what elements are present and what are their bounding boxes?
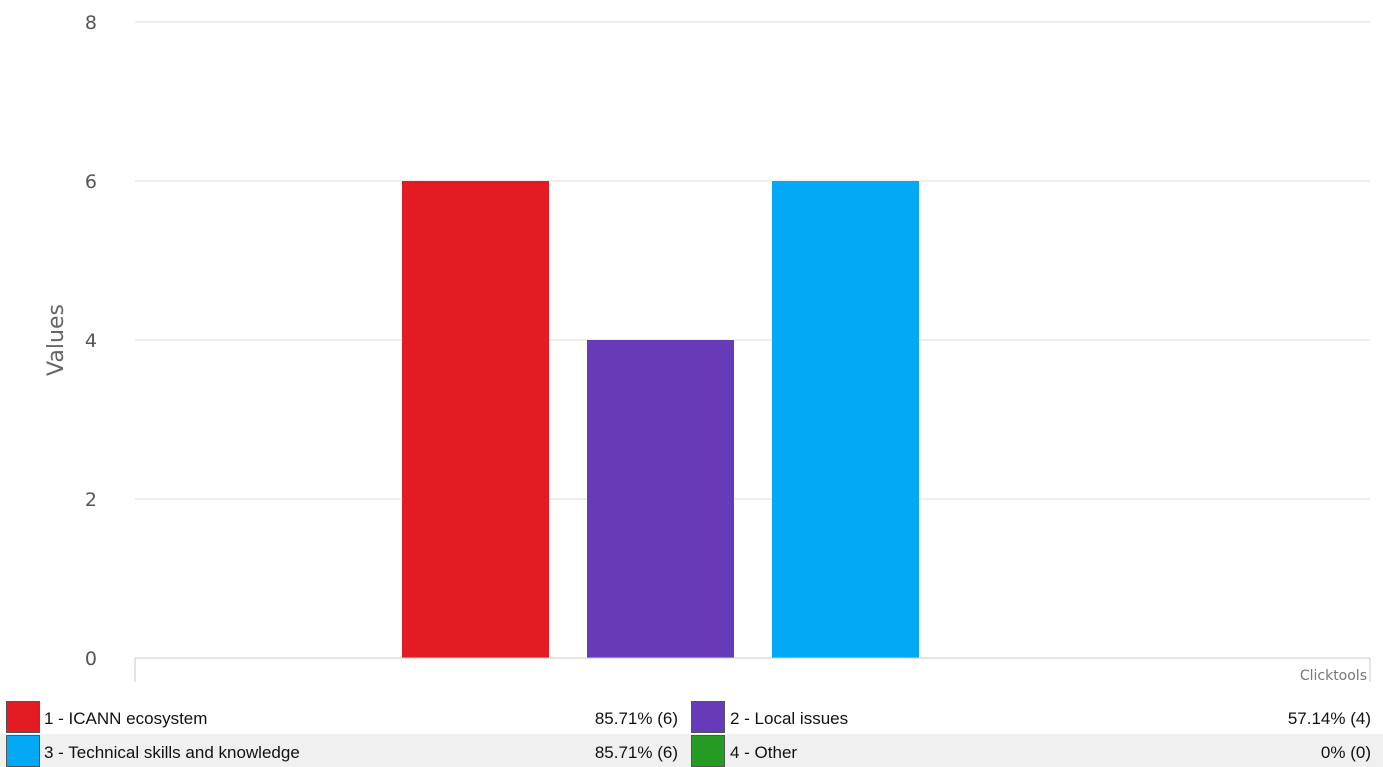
bar-chart: 0 2 4 6 8 Values Clicktools [44, 12, 1371, 684]
y-tick-label: 0 [85, 648, 97, 670]
y-axis-ticks: 0 2 4 6 8 [85, 12, 97, 670]
y-tick-label: 4 [85, 330, 97, 352]
bars [402, 181, 919, 658]
legend-label: 3 - Technical skills and knowledge [44, 743, 300, 762]
legend-item[interactable]: 1 - ICANN ecosystem 85.71% (6) [0, 700, 690, 734]
legend-swatch [691, 735, 725, 767]
legend-value: 85.71% (6) [594, 743, 678, 762]
legend-swatch [691, 701, 725, 733]
legend-swatch [6, 735, 40, 767]
legend: 1 - ICANN ecosystem 85.71% (6) 2 - Local… [0, 700, 1383, 767]
y-tick-label: 2 [85, 489, 97, 511]
legend-label: 4 - Other [730, 743, 798, 762]
legend-item[interactable]: 4 - Other 0% (0) [690, 734, 1383, 767]
legend-item[interactable]: 3 - Technical skills and knowledge 85.71… [0, 734, 690, 767]
bar[interactable] [587, 340, 734, 658]
bar[interactable] [772, 181, 919, 658]
legend-label: 1 - ICANN ecosystem [44, 709, 208, 728]
y-tick-label: 8 [85, 12, 97, 34]
legend-item[interactable]: 2 - Local issues 57.14% (4) [690, 700, 1383, 734]
y-tick-label: 6 [85, 171, 97, 193]
bar[interactable] [402, 181, 549, 658]
legend-label: 2 - Local issues [730, 709, 849, 728]
legend-value: 0% (0) [1320, 743, 1371, 762]
grid-lines [135, 21, 1370, 500]
y-axis-label: Values [44, 304, 69, 376]
legend-swatch [6, 701, 40, 733]
clicktools-watermark[interactable]: Clicktools [1300, 668, 1367, 684]
legend-value: 57.14% (4) [1287, 709, 1371, 728]
legend-value: 85.71% (6) [594, 709, 678, 728]
